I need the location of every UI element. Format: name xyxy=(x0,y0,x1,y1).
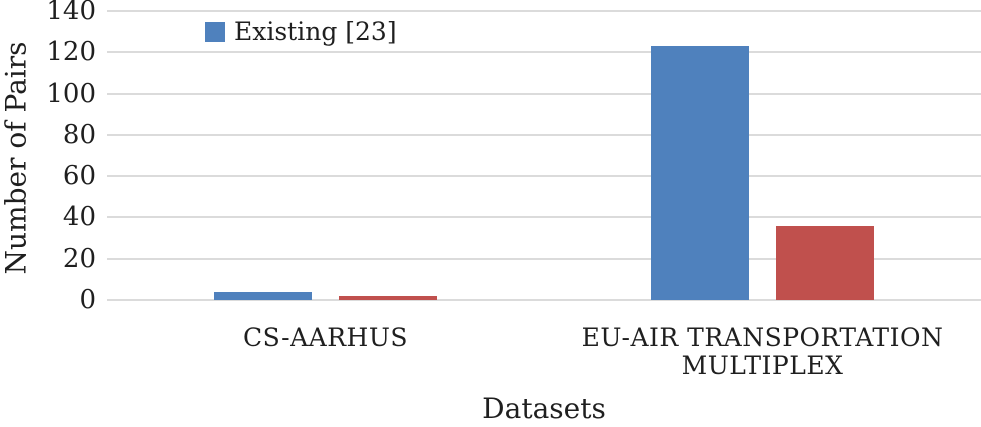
x-axis-title: Datasets xyxy=(482,392,606,425)
y-tick-label: 100 xyxy=(46,78,96,109)
gridline xyxy=(107,216,981,219)
y-tick-label: 120 xyxy=(46,37,96,68)
y-tick-label: 60 xyxy=(62,161,96,192)
gridline xyxy=(107,10,981,12)
gridline xyxy=(107,257,981,260)
category-label: CS-AARHUS xyxy=(242,323,409,352)
gridline xyxy=(107,51,981,54)
bar xyxy=(214,291,312,300)
y-tick-label: 80 xyxy=(62,119,96,150)
gridline xyxy=(107,175,981,178)
bar xyxy=(776,225,874,300)
y-axis-title: Number of Pairs xyxy=(0,41,33,275)
y-tick-label: 140 xyxy=(46,0,96,26)
legend-label: Existing [23] xyxy=(234,17,397,46)
gridline xyxy=(107,92,981,95)
legend-swatch-icon xyxy=(205,21,225,42)
bar xyxy=(651,46,749,300)
y-tick-label: 20 xyxy=(62,243,96,274)
gridline xyxy=(107,299,981,301)
gridline xyxy=(107,133,981,136)
plot-area: CS-AARHUS EU-AIR TRANSPORTATION MULTIPLEX xyxy=(107,10,981,380)
y-tick-label: 40 xyxy=(62,202,96,233)
legend: Existing [23] xyxy=(205,17,397,46)
y-tick-label: 0 xyxy=(79,285,96,315)
bar xyxy=(339,295,437,300)
category-label: EU-AIR TRANSPORTATION MULTIPLEX xyxy=(581,323,944,380)
